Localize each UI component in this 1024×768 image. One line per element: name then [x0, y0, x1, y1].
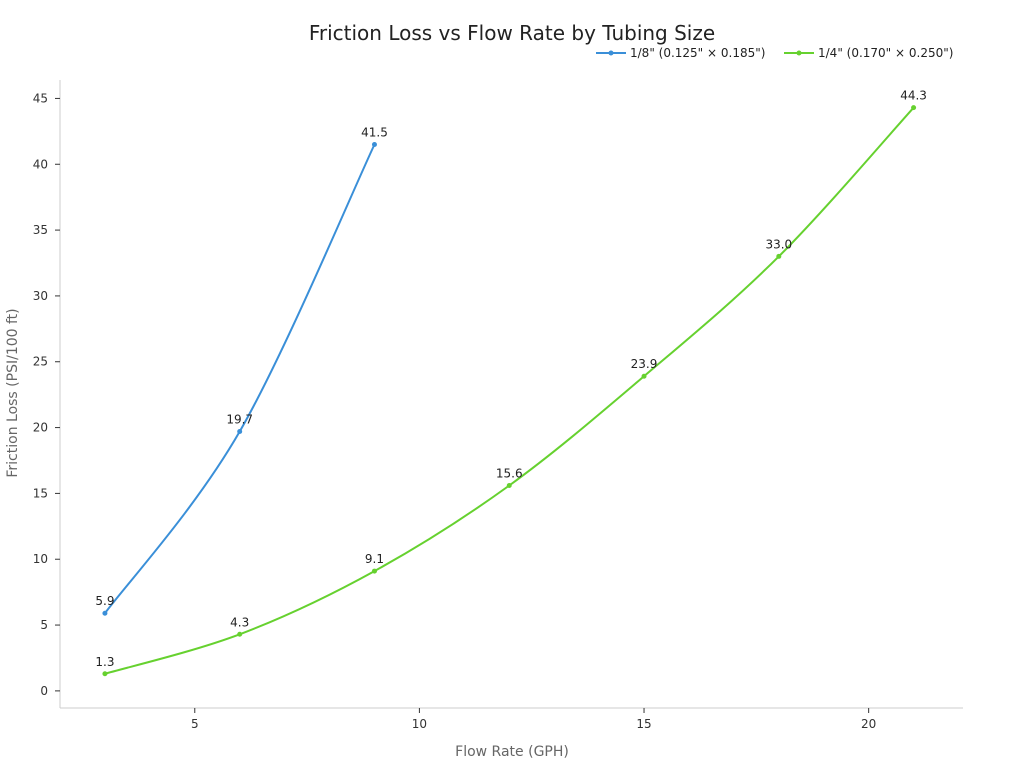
data-point	[237, 429, 243, 435]
data-point	[102, 610, 108, 616]
y-tick-label: 0	[40, 684, 48, 698]
axis-ticks: 0 5 10 15 20 25 30 35 40 45 5 10 15 20	[33, 91, 877, 731]
chart-title: Friction Loss vs Flow Rate by Tubing Siz…	[309, 21, 715, 45]
y-tick-label: 35	[33, 223, 48, 237]
data-label: 9.1	[365, 552, 384, 566]
y-tick-label: 20	[33, 421, 48, 435]
legend-item-2: 1/4" (0.170" × 0.250")	[784, 46, 953, 60]
x-axis-title: Flow Rate (GPH)	[455, 744, 569, 760]
data-label: 19.7	[226, 413, 253, 427]
data-point	[911, 105, 917, 111]
data-label: 33.0	[765, 237, 792, 251]
data-point	[776, 253, 782, 259]
series-line	[104, 144, 376, 614]
legend-label: 1/4" (0.170" × 0.250")	[818, 46, 953, 60]
x-tick-label: 15	[636, 717, 651, 731]
data-point	[371, 568, 377, 574]
data-label: 4.3	[230, 615, 249, 629]
y-tick-label: 10	[33, 552, 48, 566]
data-point	[237, 631, 243, 637]
series-layer: 5.9 19.7 41.5 1.3 4.3 9.1 15.6 23.9 33.0 44.3	[95, 89, 927, 677]
legend-marker	[608, 50, 614, 56]
x-tick-label: 20	[861, 717, 876, 731]
data-label: 23.9	[631, 357, 658, 371]
series-1: 5.9 19.7 41.5	[95, 126, 388, 616]
y-axis-title: Friction Loss (PSI/100 ft)	[5, 308, 21, 477]
legend-item-1: 1/8" (0.125" × 0.185")	[596, 46, 765, 60]
data-point	[641, 373, 647, 379]
data-point	[102, 671, 108, 677]
y-tick-label: 5	[40, 618, 48, 632]
y-tick-label: 30	[33, 289, 48, 303]
y-tick-label: 25	[33, 355, 48, 369]
y-tick-label: 45	[33, 91, 48, 105]
x-tick-label: 5	[191, 717, 199, 731]
legend-marker	[796, 50, 802, 56]
data-label: 1.3	[95, 655, 114, 669]
data-label: 5.9	[95, 594, 114, 608]
series-2: 1.3 4.3 9.1 15.6 23.9 33.0 44.3	[95, 89, 927, 677]
y-tick-label: 15	[33, 486, 48, 500]
legend-label: 1/8" (0.125" × 0.185")	[630, 46, 765, 60]
legend: 1/8" (0.125" × 0.185") 1/4" (0.170" × 0.2…	[596, 46, 953, 60]
series-line	[104, 106, 915, 675]
data-label: 44.3	[900, 89, 927, 103]
data-label: 15.6	[496, 467, 523, 481]
x-tick-label: 10	[412, 717, 427, 731]
data-label: 41.5	[361, 126, 388, 140]
data-point	[371, 142, 377, 148]
y-tick-label: 40	[33, 157, 48, 171]
data-point	[506, 483, 512, 489]
